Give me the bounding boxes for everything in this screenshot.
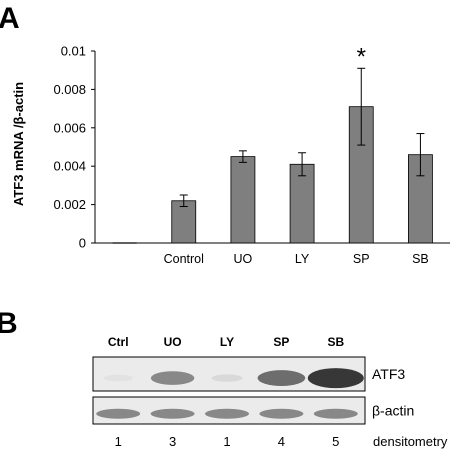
x-tick-label: SP	[353, 252, 370, 266]
blot-band	[257, 370, 306, 386]
y-tick-label: 0	[79, 236, 86, 251]
panel-b-label: B	[0, 307, 18, 340]
blot-band	[103, 374, 133, 382]
y-tick-label: 0.006	[53, 120, 86, 135]
bar	[289, 163, 315, 244]
x-tick-label: SB	[412, 252, 429, 266]
y-tick-label: 0.004	[53, 159, 86, 174]
blot-band	[313, 408, 358, 419]
significance-marker: *	[357, 43, 366, 70]
bar	[171, 200, 197, 244]
x-tick-label: UO	[234, 252, 253, 266]
densitometry-value: 1	[115, 434, 122, 449]
blot-band	[259, 408, 304, 419]
blot-band	[96, 408, 141, 419]
lane-label: SB	[327, 335, 344, 349]
densitometry-value: 5	[332, 434, 339, 449]
band-label: ATF3	[372, 366, 405, 382]
lane-label: SP	[273, 335, 289, 349]
densitometry-value: 4	[278, 434, 285, 449]
bar-chart: 0 0.002 0.004 0.006 0.008 0.01 Control UO LY SP * S…	[53, 43, 450, 266]
band-label: β-actin	[372, 403, 414, 419]
x-tick-label: LY	[295, 252, 310, 266]
densitometry-value: 1	[223, 434, 230, 449]
y-axis-title: ATF3 mRNA /β-actin	[11, 82, 26, 206]
densitometry-value: 3	[169, 434, 176, 449]
blot-band	[150, 408, 195, 419]
blot-band	[150, 371, 195, 385]
lane-label: LY	[220, 335, 234, 349]
bar	[230, 156, 256, 244]
densitometry-label: densitometry	[373, 434, 448, 449]
y-tick-label: 0.002	[53, 197, 86, 212]
y-tick-label: 0.01	[61, 44, 86, 59]
western-blot: Ctrl UO LY SP SB ATF3 β-actin 1 3 1 4 5 densitometry	[92, 335, 448, 449]
lane-label: Ctrl	[108, 335, 129, 349]
blot-band	[211, 374, 243, 382]
panel-a-label: A	[0, 2, 20, 35]
blot-band	[307, 368, 364, 389]
lane-label: UO	[164, 335, 182, 349]
blot-band	[205, 408, 249, 419]
x-tick-label: Control	[164, 252, 204, 266]
y-tick-label: 0.008	[53, 82, 86, 97]
